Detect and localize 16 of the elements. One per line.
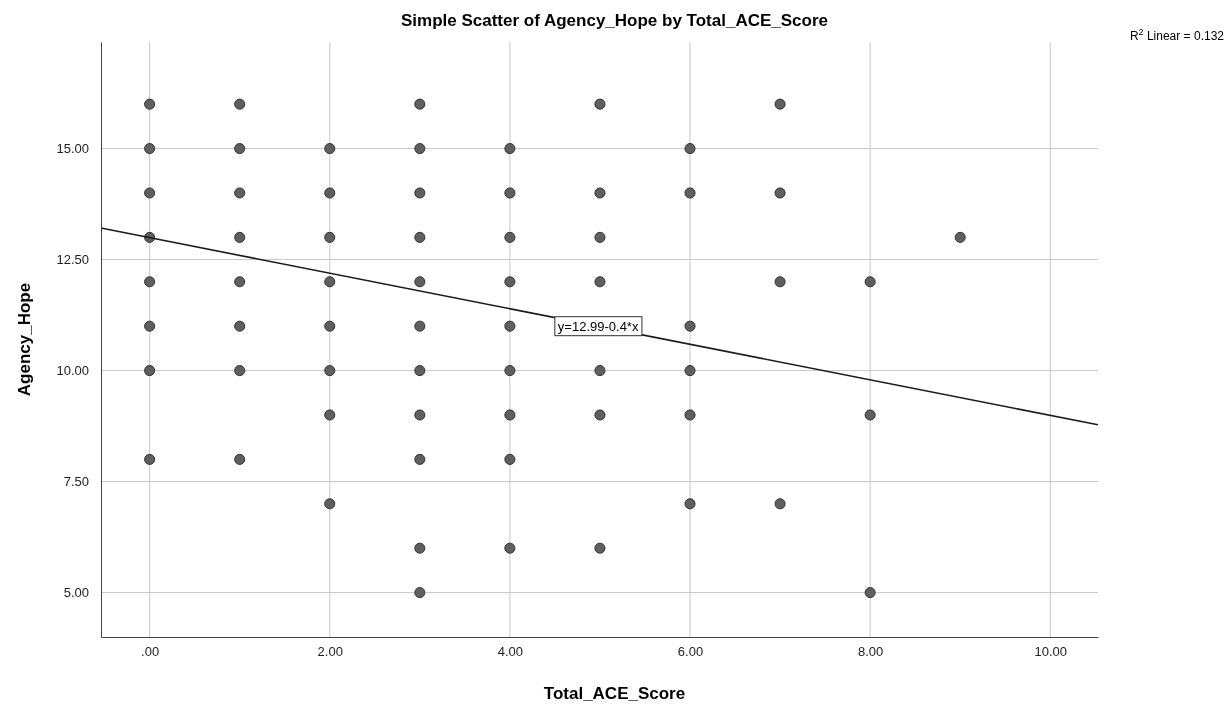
x-axis-title: Total_ACE_Score — [543, 684, 686, 703]
annotation: y=12.99-0.4*x — [557, 318, 639, 334]
y-axis-title: Agency_Hope — [15, 282, 34, 397]
text: R$^{2}$ Linear = 0.132 — [1129, 27, 1225, 43]
x-tick-label: 8.00 — [857, 644, 884, 660]
x-tick-label: 6.00 — [677, 644, 704, 660]
chart-title: Simple Scatter of Agency_Hope by Total_ACE_Score — [400, 11, 829, 30]
y-tick-label: 5.00 — [63, 585, 89, 601]
x-tick-label: 4.00 — [497, 644, 524, 660]
y-tick-label: 15.00 — [56, 141, 89, 157]
y-tick-label: 7.50 — [63, 474, 89, 490]
y-tick-label: 12.50 — [56, 252, 89, 268]
x-tick-label: 2.00 — [317, 644, 343, 660]
y-tick-label: 10.00 — [56, 363, 89, 379]
x-tick-label: .00 — [141, 644, 160, 660]
x-tick-label: 10.00 — [1034, 644, 1068, 660]
